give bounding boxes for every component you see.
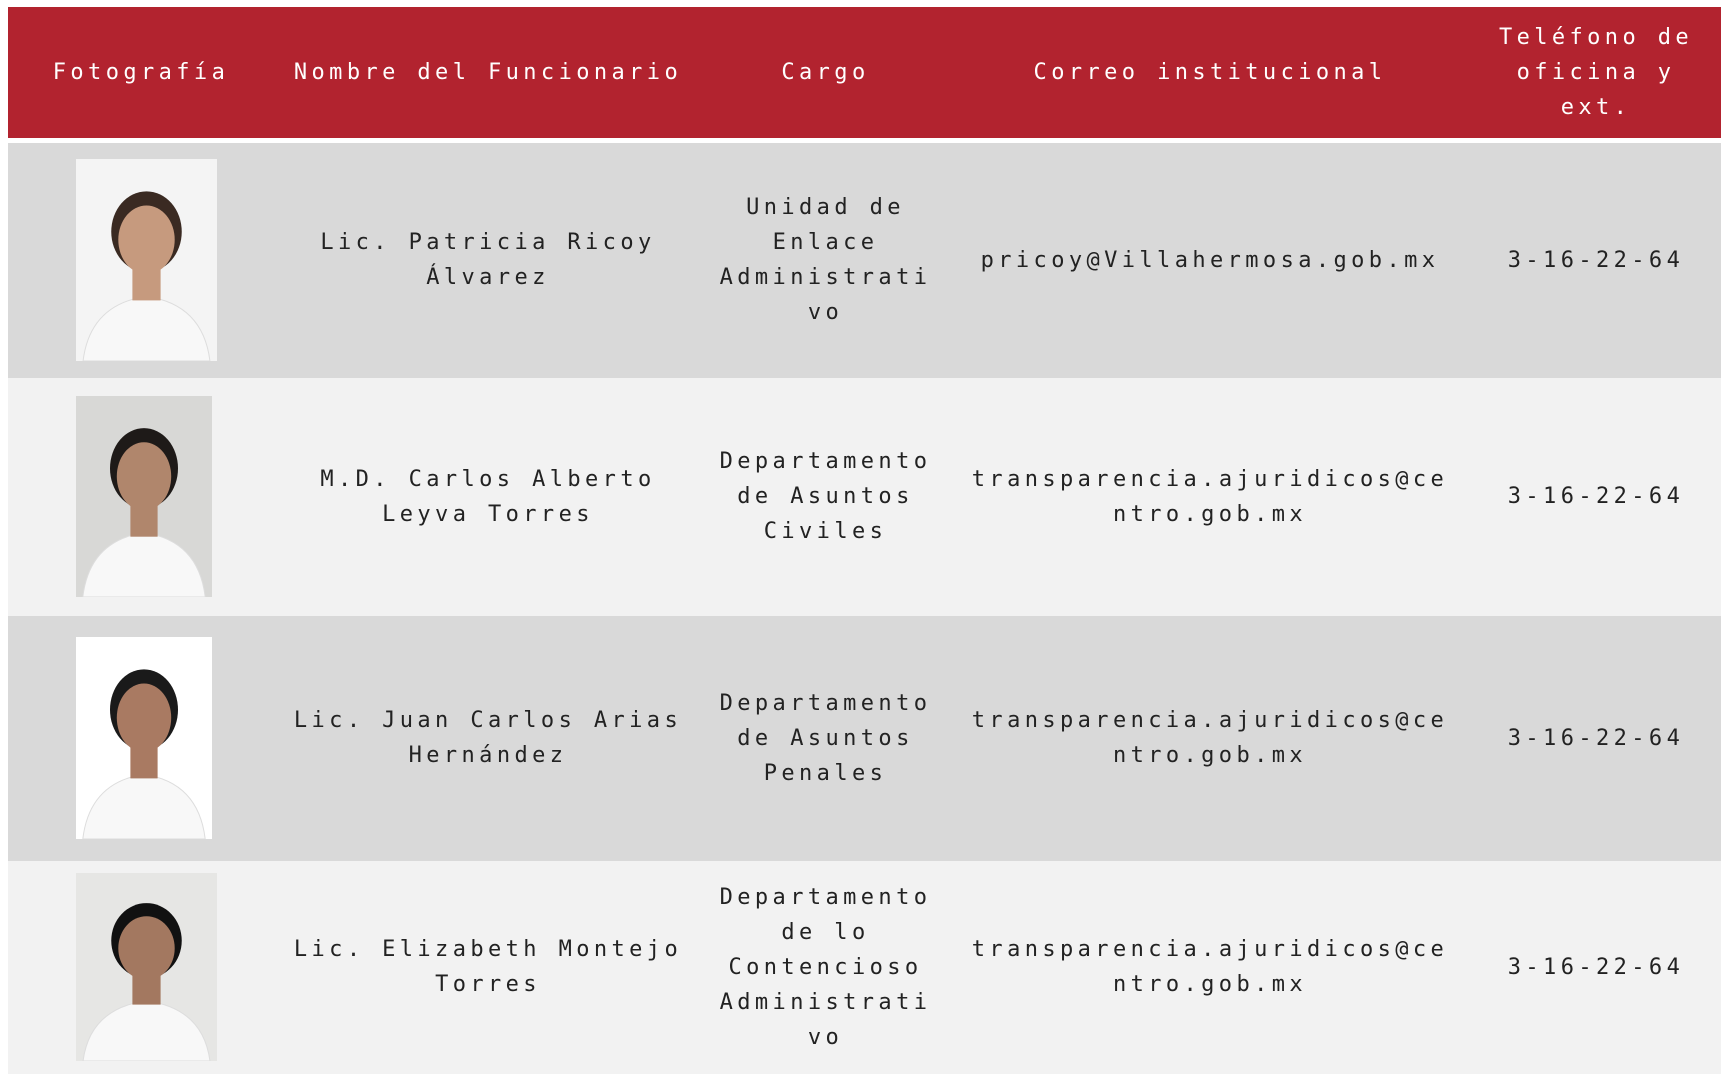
official-name: Lic. Juan Carlos Arias Hernández: [274, 615, 702, 861]
header-cell: Cargo: [702, 7, 949, 143]
officials-table: Fotografía Nombre del Funcionario Cargo …: [8, 7, 1721, 1074]
photo-cell: [8, 615, 274, 861]
header-cell: Correo institucional: [949, 7, 1471, 143]
official-name: Lic. Patricia Ricoy Álvarez: [274, 140, 702, 378]
position: Departamento de Asuntos Penales: [702, 615, 949, 861]
position: Departamento de lo Contencioso Administr…: [702, 860, 949, 1074]
header-cell: Fotografía: [8, 7, 274, 143]
position: Unidad de Enlace Administrativo: [702, 140, 949, 378]
photo: [76, 159, 217, 362]
table-body: Lic. Patricia Ricoy Álvarez Unidad de Enl…: [8, 140, 1721, 1074]
email: transparencia.ajuridicos@centro.gob.mx: [949, 377, 1471, 616]
phone: 3-16-22-64: [1471, 140, 1721, 378]
photo: [76, 873, 217, 1061]
header-cell: Nombre del Funcionario: [274, 7, 702, 143]
table-row: Lic. Juan Carlos Arias Hernández Departam…: [8, 615, 1721, 861]
table-row: Lic. Patricia Ricoy Álvarez Unidad de Enl…: [8, 140, 1721, 378]
official-name: Lic. Elizabeth Montejo Torres: [274, 860, 702, 1074]
phone: 3-16-22-64: [1471, 615, 1721, 861]
photo-cell: [8, 140, 274, 378]
phone: 3-16-22-64: [1471, 860, 1721, 1074]
phone: 3-16-22-64: [1471, 377, 1721, 616]
photo-cell: [8, 377, 274, 616]
header-row: Fotografía Nombre del Funcionario Cargo …: [8, 7, 1721, 143]
table-row: Lic. Elizabeth Montejo Torres Departament…: [8, 860, 1721, 1074]
official-name: M.D. Carlos Alberto Leyva Torres: [274, 377, 702, 616]
email: transparencia.ajuridicos@centro.gob.mx: [949, 615, 1471, 861]
position: Departamento de Asuntos Civiles: [702, 377, 949, 616]
table-row: M.D. Carlos Alberto Leyva Torres Departam…: [8, 377, 1721, 616]
photo: [76, 396, 212, 597]
email: transparencia.ajuridicos@centro.gob.mx: [949, 860, 1471, 1074]
photo: [76, 637, 212, 839]
header-cell: Teléfono de oficina y ext.: [1471, 7, 1721, 143]
photo-cell: [8, 860, 274, 1074]
email: pricoy@Villahermosa.gob.mx: [949, 140, 1471, 378]
